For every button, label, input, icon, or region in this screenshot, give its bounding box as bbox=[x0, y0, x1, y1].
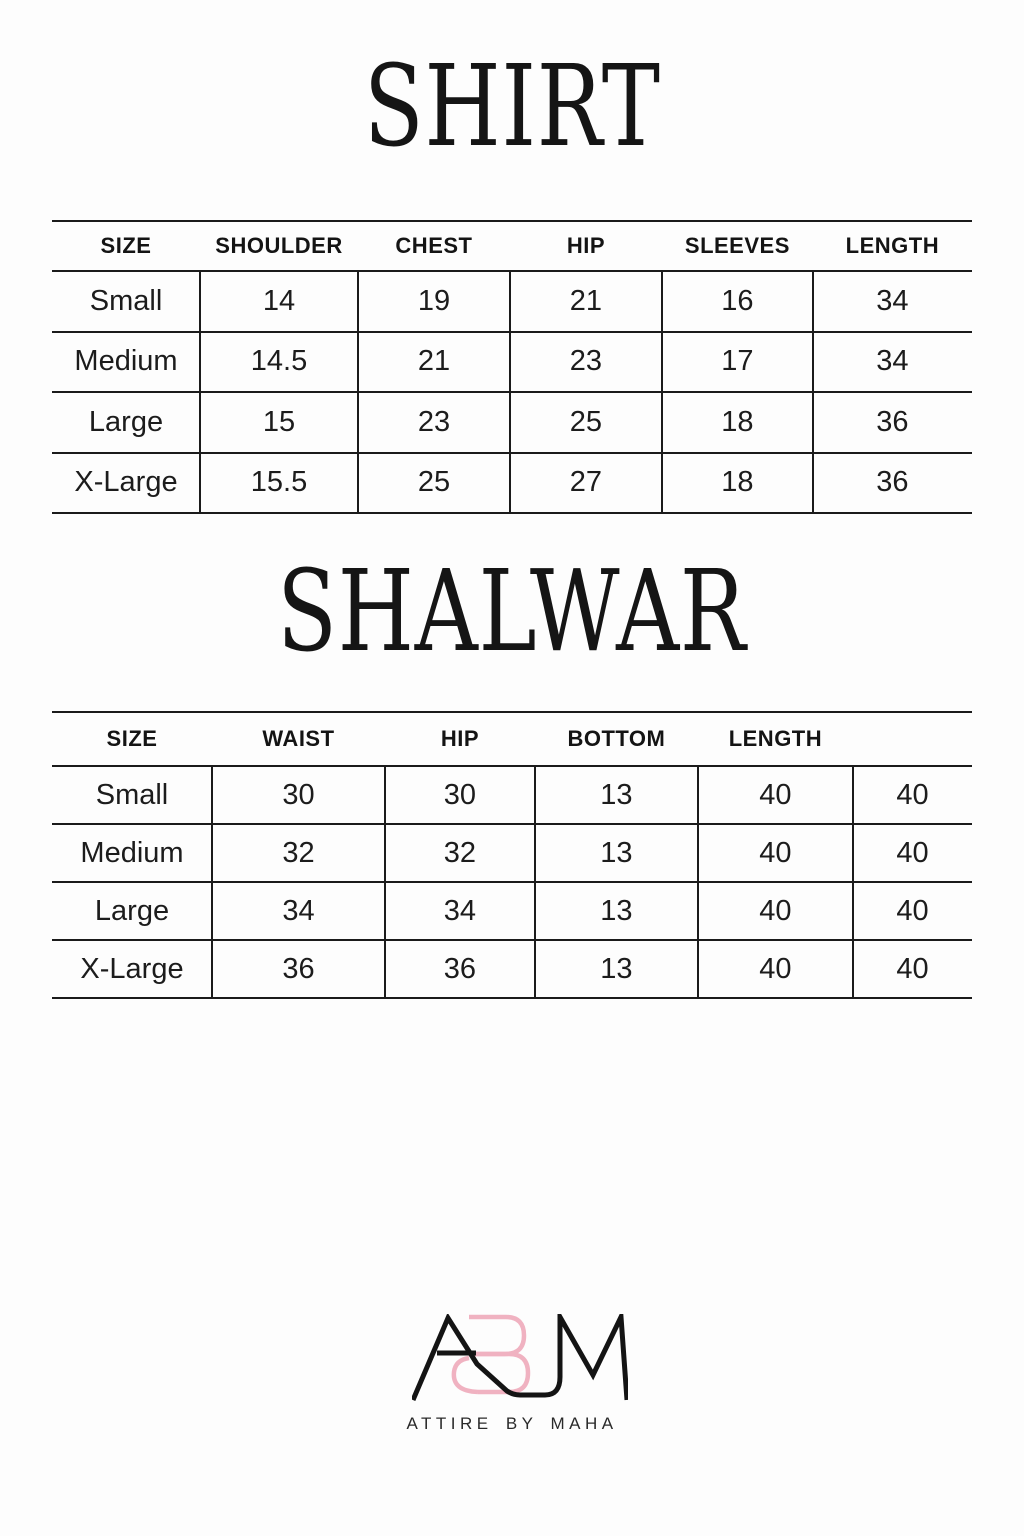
value-cell: 18 bbox=[721, 405, 754, 438]
monogram-b-top-loop bbox=[469, 1314, 527, 1357]
value-cell: 36 bbox=[876, 466, 909, 499]
value-cell: 15.5 bbox=[250, 466, 308, 499]
shirt-table-body: Small 14 19 21 16 34 Medium 14.5 21 23 1… bbox=[52, 272, 972, 514]
value-cell: 23 bbox=[569, 345, 603, 378]
monogram-b-curl bbox=[451, 1355, 479, 1395]
value-cell: 40 bbox=[896, 894, 929, 927]
column-divider bbox=[534, 767, 536, 997]
value-cell: 34 bbox=[876, 284, 909, 317]
value-cell: 21 bbox=[417, 345, 451, 378]
value-cell: 40 bbox=[759, 836, 792, 869]
header-cell-hip: HIP bbox=[440, 726, 479, 751]
header-cell-hip: HIP bbox=[566, 233, 606, 258]
value-cell: 27 bbox=[569, 466, 603, 499]
shalwar-size-table: SIZE WAIST HIP BOTTOM LENGTH Small 30 30… bbox=[52, 711, 972, 999]
table-row: Medium 14.5 21 23 17 34 bbox=[52, 333, 972, 393]
header-cell-length: LENGTH bbox=[728, 726, 823, 751]
table-row: Large 15 23 25 18 36 bbox=[52, 393, 972, 454]
table-row: X-Large 15.5 25 27 18 36 bbox=[52, 454, 972, 513]
value-cell: 40 bbox=[759, 894, 792, 927]
column-divider bbox=[357, 272, 359, 512]
value-cell: 32 bbox=[282, 836, 315, 869]
row-label-cell: Small bbox=[89, 284, 163, 317]
table-row: Small 14 19 21 16 34 bbox=[52, 272, 972, 333]
value-cell: 16 bbox=[721, 284, 754, 317]
row-label-cell: X-Large bbox=[80, 952, 184, 985]
value-cell: 15 bbox=[262, 405, 296, 438]
brand-tagline: ATTIRE BY MAHA bbox=[406, 1414, 618, 1433]
row-label-cell: Large bbox=[88, 405, 164, 438]
row-label-cell: Small bbox=[95, 778, 169, 811]
row-label-cell: Medium bbox=[74, 345, 178, 378]
row-label-cell: X-Large bbox=[74, 466, 178, 499]
value-cell: 40 bbox=[896, 778, 929, 811]
shirt-title-text: SHIRT bbox=[363, 42, 661, 172]
column-divider bbox=[509, 272, 511, 512]
value-cell: 30 bbox=[282, 778, 315, 811]
shalwar-title-text: SHALWAR bbox=[277, 547, 747, 677]
monogram-a-u-m bbox=[412, 1314, 628, 1401]
value-cell: 40 bbox=[759, 952, 792, 985]
value-cell: 23 bbox=[417, 405, 451, 438]
value-cell: 34 bbox=[876, 345, 909, 378]
value-cell: 13 bbox=[600, 952, 633, 985]
value-cell: 13 bbox=[600, 778, 633, 811]
abm-monogram-icon bbox=[412, 1314, 628, 1401]
value-cell: 17 bbox=[721, 345, 754, 378]
value-cell: 19 bbox=[417, 284, 451, 317]
header-cell-waist: WAIST bbox=[262, 726, 335, 751]
value-cell: 36 bbox=[443, 952, 477, 985]
value-cell: 13 bbox=[600, 894, 633, 927]
header-cell-length: LENGTH bbox=[845, 233, 940, 258]
value-cell: 13 bbox=[600, 836, 633, 869]
value-cell: 32 bbox=[443, 836, 477, 869]
header-cell-size: SIZE bbox=[106, 726, 158, 751]
shirt-table-header-row: SIZE SHOULDER CHEST HIP SLEEVES LENGTH bbox=[52, 220, 972, 272]
header-cell-shoulder: SHOULDER bbox=[215, 233, 343, 258]
value-cell: 25 bbox=[569, 405, 603, 438]
value-cell: 40 bbox=[896, 952, 929, 985]
column-divider bbox=[812, 272, 814, 512]
header-cell-bottom: BOTTOM bbox=[567, 726, 666, 751]
table-row: Medium 32 32 13 40 40 bbox=[52, 825, 972, 883]
value-cell: 21 bbox=[569, 284, 603, 317]
table-row: Large 34 34 13 40 40 bbox=[52, 883, 972, 941]
value-cell: 36 bbox=[282, 952, 315, 985]
shalwar-table-body: Small 30 30 13 40 40 Medium 32 32 13 40 … bbox=[52, 767, 972, 999]
header-cell-sleeves: SLEEVES bbox=[684, 233, 790, 258]
table-row: Small 30 30 13 40 40 bbox=[52, 767, 972, 825]
column-divider bbox=[661, 272, 663, 512]
header-cell-chest: CHEST bbox=[395, 233, 473, 258]
header-cell-size: SIZE bbox=[100, 233, 152, 258]
column-divider bbox=[384, 767, 386, 997]
column-divider bbox=[211, 767, 213, 997]
column-divider bbox=[852, 767, 854, 997]
value-cell: 30 bbox=[443, 778, 477, 811]
value-cell: 25 bbox=[417, 466, 451, 499]
shirt-size-table: SIZE SHOULDER CHEST HIP SLEEVES LENGTH S… bbox=[52, 220, 972, 514]
value-cell: 18 bbox=[721, 466, 754, 499]
value-cell: 14 bbox=[262, 284, 296, 317]
value-cell: 40 bbox=[759, 778, 792, 811]
shalwar-title: SHALWAR bbox=[0, 556, 1024, 668]
value-cell: 40 bbox=[896, 836, 929, 869]
column-divider bbox=[697, 767, 699, 997]
value-cell: 34 bbox=[443, 894, 477, 927]
row-label-cell: Large bbox=[94, 894, 170, 927]
column-divider bbox=[199, 272, 201, 512]
row-label-cell: Medium bbox=[80, 836, 184, 869]
value-cell: 14.5 bbox=[250, 345, 308, 378]
shalwar-table-header-row: SIZE WAIST HIP BOTTOM LENGTH bbox=[52, 711, 972, 767]
value-cell: 36 bbox=[876, 405, 909, 438]
table-row: X-Large 36 36 13 40 40 bbox=[52, 941, 972, 997]
value-cell: 34 bbox=[282, 894, 315, 927]
monogram-b-bottom-loop bbox=[471, 1351, 531, 1395]
shirt-title: SHIRT bbox=[0, 51, 1024, 163]
